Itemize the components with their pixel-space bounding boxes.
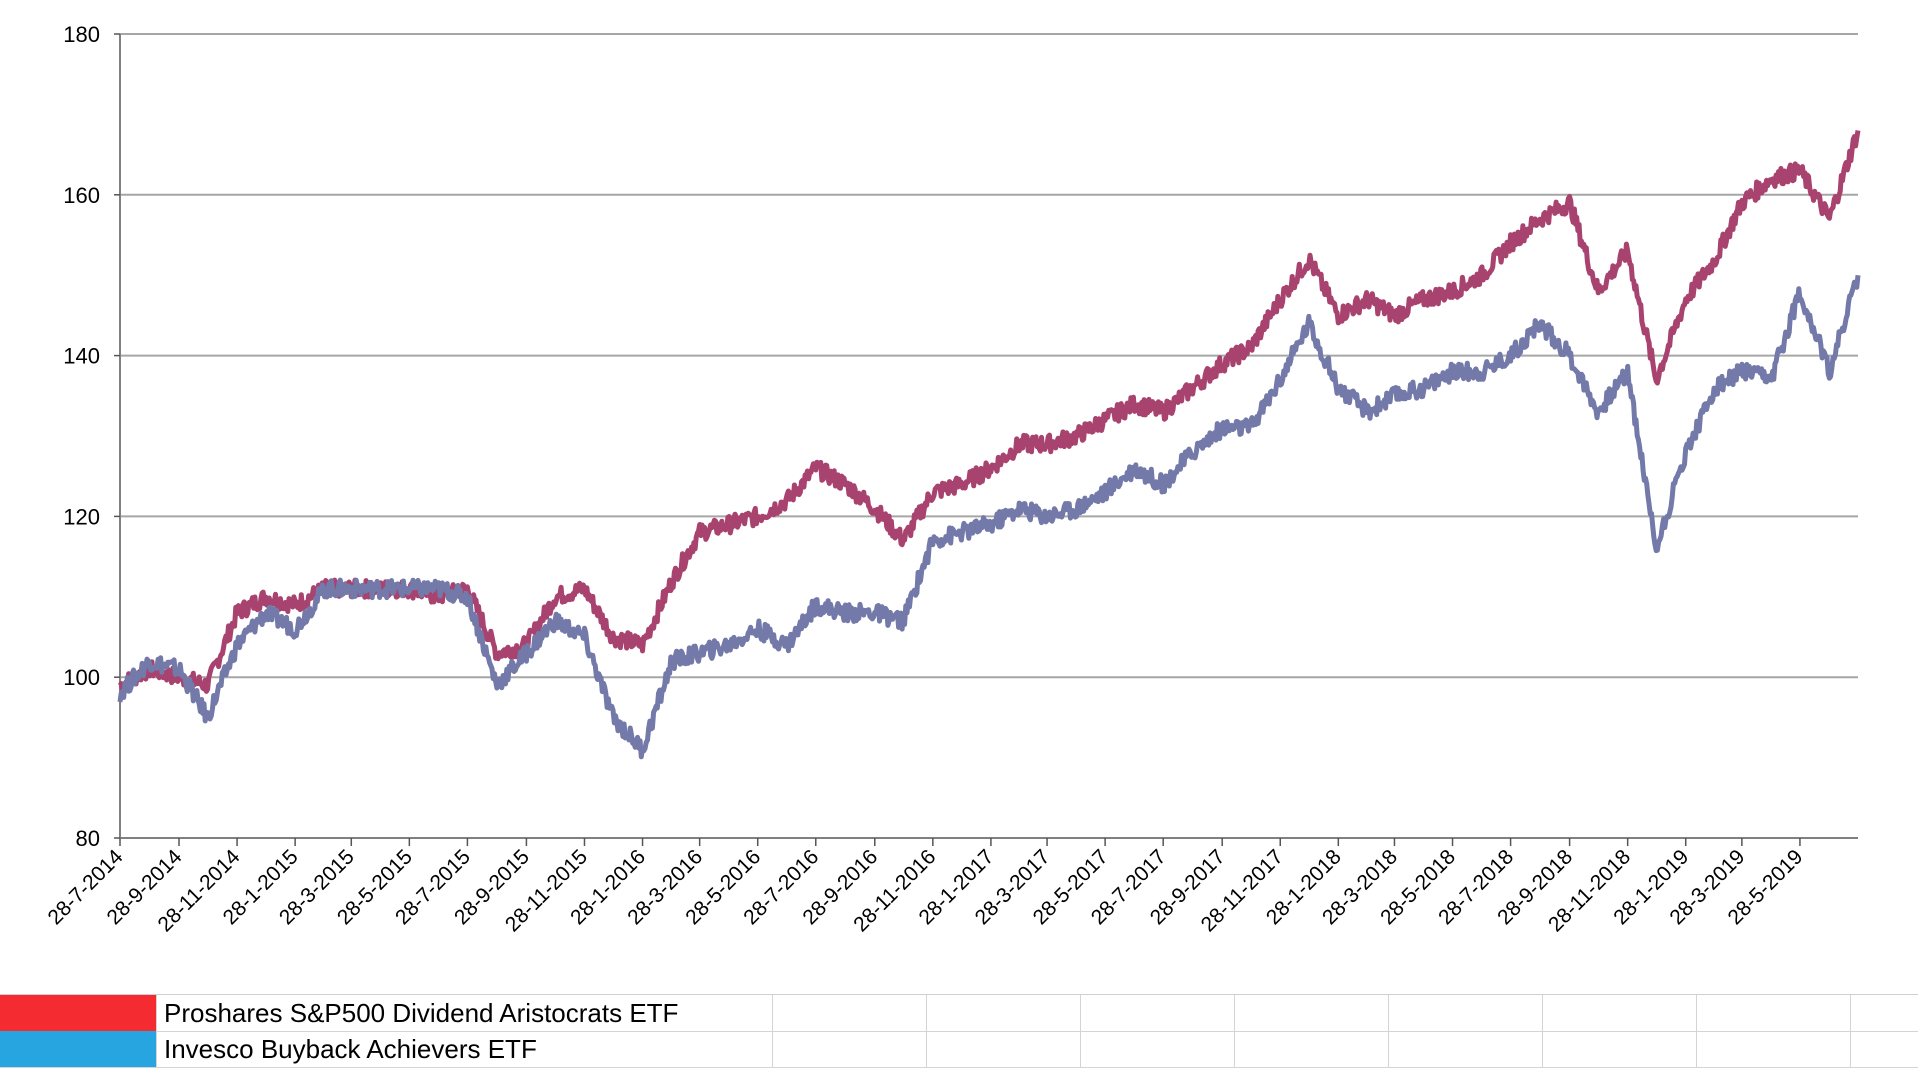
legend-swatch-series-1: [0, 995, 156, 1031]
cell-divider-1: [772, 995, 773, 1067]
series-lines: [117, 130, 1861, 760]
series-line-1: [117, 130, 1861, 694]
legend-row-2[interactable]: Invesco Buyback Achievers ETF: [0, 1031, 1918, 1068]
legend-swatch-series-2: [0, 1031, 156, 1067]
y-axis-ticks: 80 100 120 140 160 180: [63, 22, 120, 851]
y-tick-label-160: 160: [63, 183, 100, 208]
legend-row-1[interactable]: Proshares S&P500 Dividend Aristocrats ET…: [0, 995, 1918, 1032]
cell-divider-7: [1696, 995, 1697, 1067]
line-chart: 80 100 120 140 160 180 28-7-201428-9-201428-1…: [44, 22, 1861, 936]
cell-divider-6: [1542, 995, 1543, 1067]
cell-divider-5: [1388, 995, 1389, 1067]
cell-divider-3: [1080, 995, 1081, 1067]
cell-divider-4: [1234, 995, 1235, 1067]
legend-label-series-1: Proshares S&P500 Dividend Aristocrats ET…: [164, 998, 679, 1028]
cell-divider-8: [1850, 995, 1851, 1067]
y-tick-label-80: 80: [76, 826, 100, 851]
cell-divider-0: [156, 995, 157, 1067]
x-axis-ticks: 28-7-201428-9-201428-11-201428-1-201528-…: [44, 838, 1807, 936]
y-tick-label-120: 120: [63, 504, 100, 529]
y-tick-label-100: 100: [63, 665, 100, 690]
axes: [119, 34, 1858, 839]
y-tick-label-140: 140: [63, 344, 100, 369]
y-tick-label-180: 180: [63, 22, 100, 47]
cell-divider-2: [926, 995, 927, 1067]
spreadsheet-legend-area: Proshares S&P500 Dividend Aristocrats ET…: [0, 994, 1918, 1068]
legend-label-series-2: Invesco Buyback Achievers ETF: [164, 1034, 537, 1064]
series-line-2: [117, 274, 1861, 760]
